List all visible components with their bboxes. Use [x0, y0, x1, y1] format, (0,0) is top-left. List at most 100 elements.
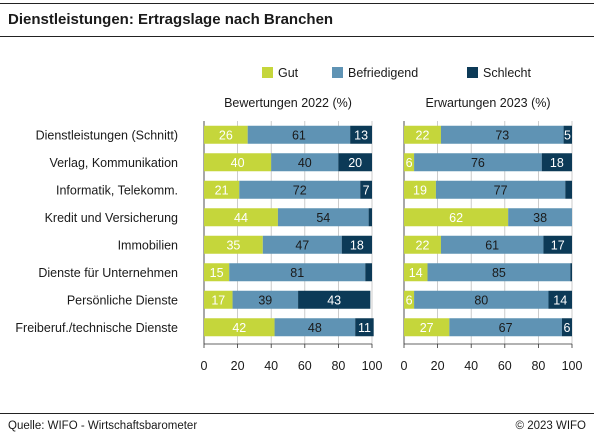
chart-title: Dienstleistungen: Ertragslage nach Branc… [8, 11, 334, 28]
bar-befriedigend [508, 208, 572, 227]
data-label: 72 [293, 183, 307, 197]
bar-gut [204, 208, 278, 227]
category-label: Informatik, Telekomm. [56, 183, 178, 197]
bar-gut [404, 153, 415, 172]
top-rule [0, 3, 594, 4]
x-tick-label: 80 [531, 359, 545, 373]
bar-befriedigend [247, 125, 351, 144]
category-label: Immobilien [118, 238, 178, 252]
bar-befriedigend [262, 235, 342, 254]
bar-schlecht [563, 125, 572, 144]
data-label: 18 [550, 156, 564, 170]
x-tick-label: 40 [464, 359, 478, 373]
data-label: 18 [350, 238, 364, 252]
bar-gut [204, 180, 240, 199]
category-label: Dienste für Unternehmen [38, 266, 178, 280]
legend-label-befriedigend: Befriedigend [348, 66, 418, 80]
x-tick-label: 0 [201, 359, 208, 373]
data-label: 81 [290, 266, 304, 280]
panel-title-1: Bewertungen 2022 (%) [224, 96, 352, 110]
category-label: Kredit und Versicherung [45, 211, 178, 225]
bar-schlecht [341, 235, 372, 254]
bar-gut [204, 153, 272, 172]
data-label: 39 [258, 293, 272, 307]
data-label: 73 [495, 128, 509, 142]
x-tick-label: 60 [298, 359, 312, 373]
legend-label-gut: Gut [278, 66, 299, 80]
bar-befriedigend [427, 263, 571, 282]
data-label: 43 [327, 293, 341, 307]
bar-befriedigend [274, 318, 356, 337]
bar-gut [404, 318, 450, 337]
bar-gut [404, 290, 415, 309]
data-label: 35 [226, 238, 240, 252]
x-tick-label: 20 [231, 359, 245, 373]
panel-title-2: Erwartungen 2023 (%) [425, 96, 550, 110]
bar-schlecht [360, 180, 372, 199]
category-label: Persönliche Dienste [67, 293, 178, 307]
data-label: 42 [232, 321, 246, 335]
data-label: 14 [409, 266, 423, 280]
data-label: 80 [474, 293, 488, 307]
data-label: 22 [416, 238, 430, 252]
bar-schlecht [561, 318, 572, 337]
x-tick-label: 60 [498, 359, 512, 373]
data-label: 6 [406, 293, 413, 307]
bar-befriedigend [277, 208, 369, 227]
data-label: 20 [348, 156, 362, 170]
data-label: 21 [215, 183, 229, 197]
data-label: 11 [358, 321, 371, 335]
bar-schlecht [548, 290, 572, 309]
bar-gut [404, 125, 441, 144]
legend-label-schlecht: Schlecht [483, 66, 531, 80]
legend-swatch-schlecht [467, 67, 478, 78]
bar-gut [204, 125, 248, 144]
bar-gut [404, 235, 441, 254]
bar-schlecht [298, 290, 371, 309]
bar-befriedigend [229, 263, 366, 282]
bar-gut [204, 318, 275, 337]
data-label: 14 [553, 293, 567, 307]
title-rule [0, 36, 594, 37]
data-label: 19 [413, 183, 427, 197]
bar-schlecht [543, 235, 572, 254]
bar-gut [404, 208, 509, 227]
data-label: 61 [485, 238, 499, 252]
legend-swatch-gut [262, 67, 273, 78]
bar-schlecht [365, 263, 372, 282]
x-tick-label: 20 [431, 359, 445, 373]
bar-schlecht [570, 263, 572, 282]
data-label: 6 [406, 156, 413, 170]
bottom-rule [0, 413, 594, 414]
bar-schlecht [350, 125, 372, 144]
x-tick-label: 100 [562, 359, 583, 373]
data-label: 85 [492, 266, 506, 280]
category-label: Freiberuf./technische Dienste [15, 321, 178, 335]
bar-befriedigend [449, 318, 562, 337]
bar-befriedigend [414, 153, 542, 172]
x-tick-label: 100 [362, 359, 383, 373]
data-label: 77 [494, 183, 508, 197]
bar-gut [404, 180, 436, 199]
source-note: Quelle: WIFO - Wirtschaftsbarometer [8, 420, 198, 432]
data-label: 17 [551, 238, 565, 252]
data-label: 61 [292, 128, 306, 142]
bar-gut [204, 263, 230, 282]
bar-schlecht [541, 153, 572, 172]
data-label: 6 [563, 321, 570, 335]
data-label: 27 [420, 321, 434, 335]
data-label: 67 [499, 321, 513, 335]
data-label: 17 [211, 293, 225, 307]
bar-gut [204, 235, 263, 254]
x-tick-label: 0 [401, 359, 408, 373]
data-label: 47 [295, 238, 309, 252]
copyright-note: © 2023 WIFO [515, 420, 586, 432]
x-tick-label: 40 [264, 359, 278, 373]
data-label: 22 [416, 128, 430, 142]
bar-befriedigend [271, 153, 339, 172]
data-label: 76 [471, 156, 485, 170]
data-label: 38 [533, 211, 547, 225]
stacked-bar-chart: Gut Befriedigend Schlecht Dienstleistungen … [15, 66, 583, 373]
data-label: 62 [449, 211, 463, 225]
